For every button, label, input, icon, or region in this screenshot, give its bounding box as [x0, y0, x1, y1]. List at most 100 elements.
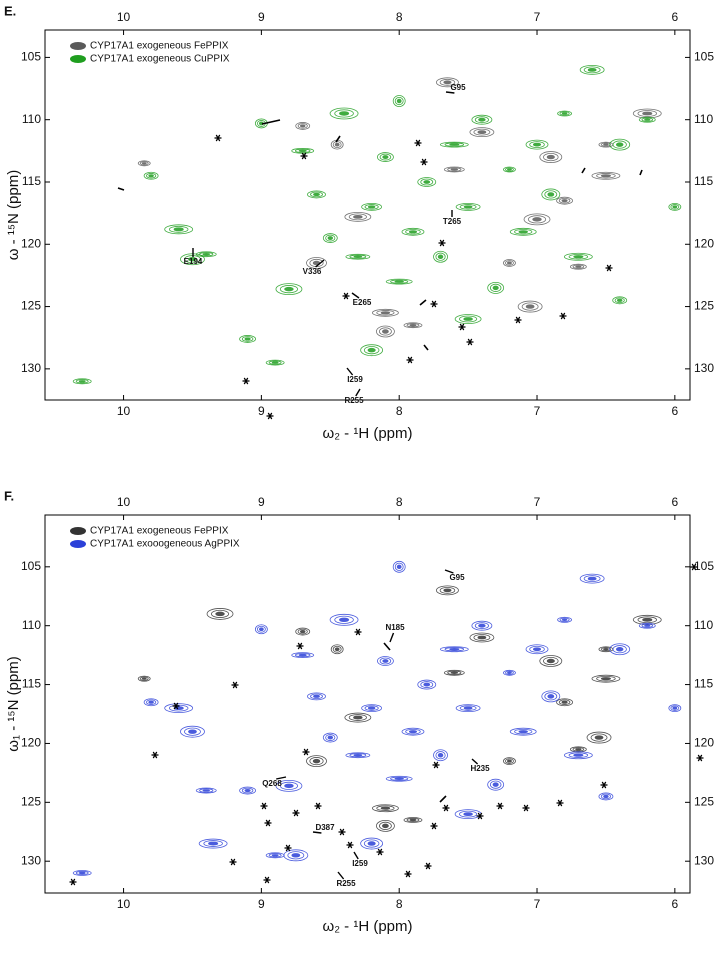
x-tick-label: 10 [117, 404, 131, 418]
peak-contour [556, 698, 573, 707]
peak [503, 669, 516, 676]
peak-contour [202, 789, 210, 792]
peak [72, 870, 92, 876]
asterisk [300, 152, 308, 160]
peak [376, 819, 395, 832]
peak-contour [603, 648, 609, 651]
peak-contour [406, 323, 420, 328]
peak-contour [392, 560, 406, 573]
peak-contour [405, 728, 421, 735]
peak-contour [641, 623, 654, 628]
annotation-arrow [351, 292, 360, 299]
peak [306, 755, 327, 768]
asterisk [432, 761, 440, 769]
peak-contour [349, 753, 367, 758]
peak [283, 849, 309, 862]
peak-contour [394, 777, 404, 781]
peak-contour [348, 213, 367, 221]
peak-contour [557, 616, 572, 623]
peak-contour [284, 783, 294, 789]
x-tick-label: 8 [396, 495, 403, 509]
asterisk [229, 858, 237, 866]
peak [275, 283, 303, 296]
peak [275, 779, 303, 792]
peak-contour [146, 699, 157, 705]
y-tick-label: 115 [22, 677, 41, 691]
peak-contour [505, 670, 514, 675]
annotation-arrow [444, 569, 454, 574]
peak-contour [489, 283, 502, 292]
peak-contour [198, 838, 228, 849]
peak-contour [254, 624, 268, 635]
peak-contour [401, 227, 425, 236]
asterisk [292, 809, 300, 817]
peak [265, 852, 285, 859]
peak-contour [268, 360, 282, 365]
arrow [581, 167, 586, 174]
peak-contour [544, 190, 558, 199]
peak-contour [284, 286, 294, 292]
peak-contour [334, 109, 354, 118]
peak-contour [559, 111, 570, 116]
asterisk [522, 804, 530, 812]
peak-contour [208, 841, 219, 846]
peak-contour [406, 817, 420, 823]
peak [454, 809, 482, 820]
peak [307, 692, 326, 701]
peak-contour [78, 871, 86, 875]
peak-contour [463, 317, 473, 321]
peak-contour [469, 632, 495, 643]
peak-contour [569, 263, 587, 270]
y-tick-label: 125 [694, 299, 714, 313]
peak [417, 177, 437, 187]
peak [579, 64, 605, 75]
x-tick-label: 9 [258, 897, 265, 911]
asterisk [559, 312, 567, 320]
annotation-arrow [346, 367, 354, 376]
peak-contour [575, 748, 582, 751]
peak-contour [376, 310, 395, 316]
peak-contour [529, 141, 545, 149]
peak-contour [435, 252, 446, 261]
peak-contour [146, 173, 157, 179]
peak-contour [443, 669, 465, 676]
peak-contour [615, 647, 624, 652]
peak-contour [299, 124, 306, 128]
peak-contour [382, 659, 389, 663]
y-tick-label: 125 [21, 794, 41, 808]
y-tick-label: 120 [694, 736, 714, 750]
peak [329, 613, 359, 626]
peak-contour [382, 329, 389, 334]
peak-contour [525, 139, 549, 150]
peak-contour [382, 155, 389, 159]
peak-contour [313, 192, 320, 197]
peak [443, 166, 465, 173]
peak-contour [600, 793, 611, 800]
peak-contour [539, 655, 563, 667]
peak-contour [394, 96, 404, 106]
peak-contour [670, 204, 680, 210]
peak [436, 77, 459, 88]
peak-contour [672, 205, 678, 209]
peak-contour [363, 839, 380, 848]
peak-contour [312, 758, 321, 764]
peak [609, 138, 631, 151]
arrow [419, 299, 427, 306]
peak-annotation: N185 [385, 623, 405, 632]
annotation-arrow [389, 632, 395, 643]
peak-contour [517, 300, 543, 313]
peak-contour [455, 203, 481, 211]
peak [143, 171, 159, 180]
peak [239, 335, 256, 343]
y-tick-label: 110 [22, 112, 41, 126]
peak-contour [507, 168, 512, 171]
peak-contour [417, 177, 437, 187]
peak-contour [168, 225, 189, 233]
peak-contour [505, 758, 514, 764]
y-tick-label: 110 [694, 112, 713, 126]
arrow [261, 119, 281, 125]
peak-contour [492, 285, 499, 291]
peak [198, 838, 228, 849]
peak [372, 804, 399, 813]
arrow [439, 795, 447, 803]
